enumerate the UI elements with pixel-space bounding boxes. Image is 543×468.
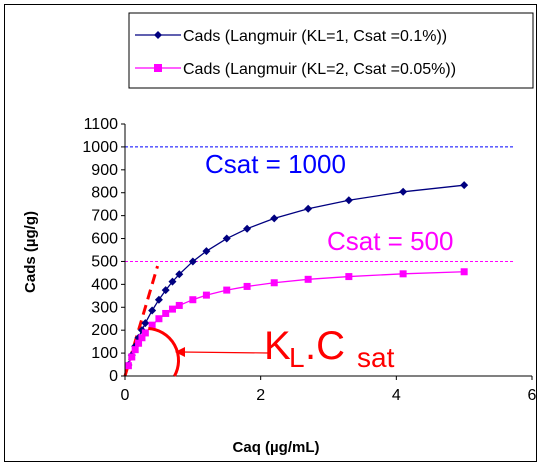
series-2-point: [168, 305, 176, 313]
y-tick-label: 0: [109, 368, 118, 385]
series-1-point: [460, 181, 469, 190]
series-2-point: [223, 286, 231, 294]
legend-box: [128, 12, 534, 89]
y-tick-label: 800: [91, 185, 118, 202]
legend-marker-series-1: [154, 31, 162, 39]
series-2-point: [270, 279, 278, 287]
series-2-point: [141, 329, 149, 337]
series-1-point: [243, 224, 252, 233]
series-2-point: [138, 334, 146, 342]
y-tick-label: 1100: [84, 116, 119, 133]
y-tick-label: 1000: [82, 139, 118, 156]
series-2: [124, 268, 468, 370]
legend-label-series-2: Cads (Langmuir (KL=2, Csat =0.05%)): [183, 61, 456, 78]
series-1-point: [168, 277, 177, 286]
annotation-arrowhead: [175, 347, 185, 357]
y-tick-label: 700: [91, 208, 118, 225]
series-1-point: [344, 196, 353, 205]
slope-angle-arc: [148, 327, 180, 377]
series-2-point: [175, 301, 183, 309]
y-tick-label: 500: [91, 253, 118, 270]
x-tick-label: 6: [528, 387, 537, 404]
x-tick-label: 2: [256, 387, 265, 404]
series-2-point: [189, 296, 197, 304]
y-ticks: 0 100 200 300 400 500 600 700 800 900 1000 1100: [82, 116, 125, 385]
series-1-point: [154, 295, 163, 304]
y-tick-label: 100: [91, 345, 118, 362]
series-2-point: [148, 321, 156, 329]
series-2-point: [202, 291, 210, 299]
plot-area: 0 2 4 6 0 100 200 300 400 500 600 700 800 900 1000 110…: [82, 116, 536, 404]
series-2-point: [399, 270, 407, 278]
series-1-point: [148, 306, 157, 315]
series-1-point: [222, 234, 231, 243]
series-1-point: [175, 270, 184, 279]
series-2-point: [128, 353, 136, 361]
chart-svg: Cads (Langmuir (KL=1, Csat =0.1%)) Cads …: [22, 12, 537, 456]
annotation-arrow: [180, 351, 270, 354]
y-tick-label: 400: [91, 276, 118, 293]
legend: Cads (Langmuir (KL=1, Csat =0.1%)) Cads …: [128, 12, 534, 89]
y-axis-title: Cads (µg/g): [22, 211, 39, 293]
legend-marker-series-2: [154, 64, 162, 72]
series-2-point: [155, 315, 163, 323]
series-1-point: [161, 286, 170, 295]
x-axis-title: Caq (µg/mL): [233, 439, 320, 456]
series-1-point: [270, 214, 279, 223]
series-1-point: [304, 204, 313, 213]
slope-label-dot-c: .C: [305, 324, 345, 368]
series-2-point: [243, 282, 251, 290]
csat-500-label: Csat = 500: [327, 226, 453, 256]
slope-label-k: K: [264, 324, 291, 368]
series-2-point: [124, 362, 132, 370]
y-tick-label: 300: [91, 299, 118, 316]
series-1: [124, 181, 469, 370]
series-2-point: [131, 346, 139, 354]
series-2-point: [304, 275, 312, 283]
y-tick-label: 600: [91, 231, 118, 248]
slope-annotation: K L .C sat: [148, 324, 395, 377]
x-tick-label: 4: [392, 387, 401, 404]
series-1-point: [202, 247, 211, 256]
series-2-point: [135, 339, 143, 347]
series-1-point: [141, 319, 150, 328]
y-tick-label: 900: [91, 162, 118, 179]
x-tick-label: 0: [121, 387, 130, 404]
series-2-point: [162, 309, 170, 317]
y-tick-label: 200: [91, 322, 118, 339]
series-2-point: [460, 268, 468, 276]
legend-label-series-1: Cads (Langmuir (KL=1, Csat =0.1%)): [183, 28, 447, 45]
slope-label-sub-sat: sat: [357, 342, 395, 373]
chart-frame: Cads (Langmuir (KL=1, Csat =0.1%)) Cads …: [4, 4, 537, 462]
csat-1000-label: Csat = 1000: [205, 149, 346, 179]
slope-label-sub-l: L: [289, 342, 305, 373]
x-ticks: 0 2 4 6: [121, 376, 537, 404]
series-1-point: [399, 187, 408, 196]
series-2-point: [345, 273, 353, 281]
series-1-point: [188, 257, 197, 266]
